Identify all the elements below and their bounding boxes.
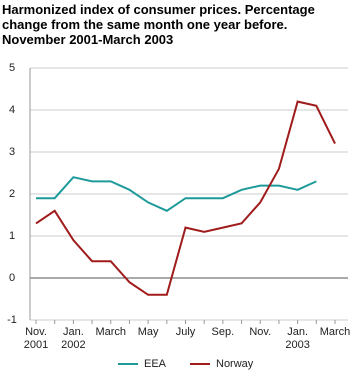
y-tick-label: -1 xyxy=(7,314,17,326)
x-tick-label: July xyxy=(175,326,196,338)
x-tick-label: March xyxy=(95,326,127,338)
y-tick-label: 1 xyxy=(9,230,15,242)
x-tick-label: Nov. xyxy=(249,326,272,338)
x-tick-label: Nov. 2001 xyxy=(23,326,49,351)
y-tick-label: 0 xyxy=(9,272,15,284)
y-tick-label: 2 xyxy=(9,188,15,200)
x-tick-label: March xyxy=(319,326,351,338)
legend-label: EEA xyxy=(144,358,167,370)
y-tick-label: 4 xyxy=(9,104,15,116)
legend-label: Norway xyxy=(216,358,254,370)
y-tick-label: 3 xyxy=(9,146,15,158)
x-tick-label: Jan. 2003 xyxy=(285,326,310,351)
x-tick-label: May xyxy=(137,326,159,338)
series-line xyxy=(35,100,336,296)
chart-title: Harmonized index of consumer prices. Per… xyxy=(2,2,315,47)
x-tick-label: Sep. xyxy=(211,326,235,338)
y-tick-label: 5 xyxy=(9,62,15,74)
x-tick-label: Jan. 2002 xyxy=(61,326,86,351)
